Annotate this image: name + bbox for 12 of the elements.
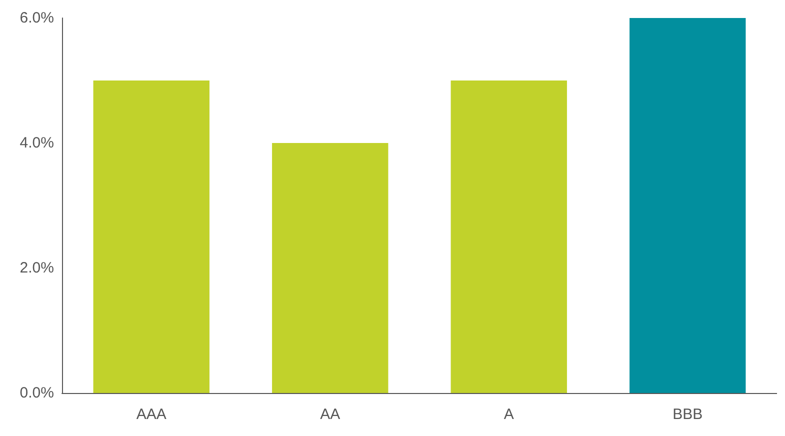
bar bbox=[93, 80, 210, 393]
y-tick-label: 6.0% bbox=[20, 10, 54, 26]
x-tick-label: A bbox=[504, 406, 514, 423]
bar bbox=[630, 18, 746, 393]
x-tick-label: AAA bbox=[136, 406, 166, 423]
x-tick-label: BBB bbox=[672, 406, 703, 423]
y-tick-label: 4.0% bbox=[20, 134, 54, 152]
bar bbox=[450, 80, 567, 393]
y-tick-label: 2.0% bbox=[20, 260, 54, 276]
bar bbox=[272, 143, 388, 393]
x-tick-label: AA bbox=[320, 406, 340, 423]
y-tick-label: 0.0% bbox=[20, 384, 54, 402]
